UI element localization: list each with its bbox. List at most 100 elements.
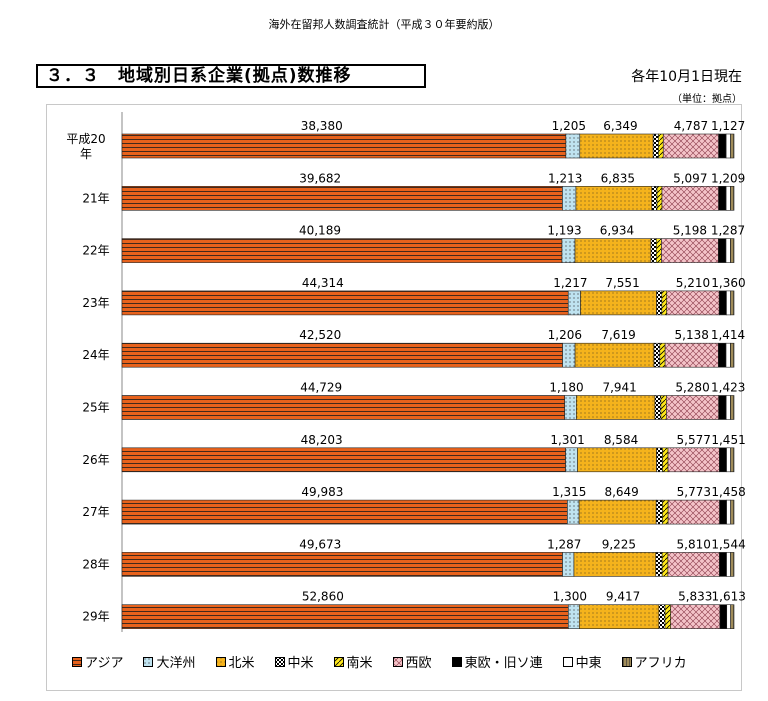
bar-segment: [562, 342, 576, 368]
bar-segment: [661, 290, 668, 316]
unit-note: （単位：拠点）: [672, 94, 742, 105]
bar-segment: [650, 238, 657, 263]
bar-segment: [656, 290, 663, 316]
bar-segment: [726, 499, 731, 525]
data-label: 42,520: [299, 328, 341, 342]
data-label: 5,833: [678, 590, 712, 604]
category-label: 24年: [82, 348, 109, 362]
bar-segment: [718, 238, 727, 263]
section-heading: ３．３ 地域別日系企業(拠点)数推移: [36, 64, 426, 88]
legend-item: アフリカ: [621, 652, 687, 671]
bar-segment: [718, 342, 727, 368]
bar-segment: [730, 604, 735, 630]
bar-segment: [121, 395, 565, 420]
bar-segment: [719, 499, 727, 525]
data-label: 1,423: [711, 381, 745, 395]
bar-segment: [661, 186, 719, 211]
data-label: 5,810: [677, 537, 711, 551]
data-label: 5,577: [677, 433, 711, 447]
bar-segment: [725, 133, 731, 159]
data-label: 9,225: [602, 537, 636, 551]
bar-segment: [725, 238, 731, 263]
legend-item: 西欧: [392, 652, 432, 671]
legend-swatch: [143, 656, 154, 667]
bar-segment: [574, 342, 655, 368]
category-label: 27年: [82, 505, 109, 519]
data-label: 5,210: [676, 276, 710, 290]
bar-segment: [726, 447, 731, 473]
data-label: 1,287: [547, 537, 581, 551]
bar-segment: [718, 133, 727, 159]
data-label: 49,673: [299, 537, 341, 551]
data-label: 5,280: [675, 381, 709, 395]
data-label: 1,206: [548, 328, 582, 342]
legend-label: 中東: [575, 656, 602, 671]
bar-segment: [726, 290, 731, 316]
bar-segment: [718, 290, 727, 316]
data-label: 1,213: [548, 171, 582, 185]
legend-item: アジア: [72, 652, 123, 671]
legend-label: アフリカ: [634, 656, 687, 671]
bar-segment: [578, 499, 657, 525]
bar-segment: [652, 133, 659, 159]
bar-segment: [726, 604, 731, 630]
category-label: 28年: [82, 557, 109, 571]
data-label: 1,217: [553, 276, 587, 290]
bar-segment: [662, 447, 669, 473]
bar-segment: [726, 552, 731, 577]
data-label: 1,544: [711, 537, 745, 551]
bar-segment: [664, 604, 671, 630]
bar-segment: [730, 290, 735, 316]
bar-segment: [651, 186, 658, 211]
bar-segment: [568, 604, 580, 630]
bar-segment: [565, 133, 581, 159]
data-label: 5,097: [673, 171, 707, 185]
legend-label: 西欧: [405, 656, 432, 671]
chart-legend: アジア 大洋州 北米 中米 南米 西欧 東欧・旧ソ連 中東 アフリカ: [72, 652, 687, 671]
bar-segment: [730, 499, 735, 525]
bar-segment: [564, 395, 577, 420]
bar-segment: [121, 290, 569, 316]
bar-segment: [121, 186, 563, 211]
legend-item: 東欧・旧ソ連: [451, 652, 543, 671]
bar-segment: [577, 447, 657, 473]
bar-segment: [561, 238, 576, 263]
bar-segment: [719, 447, 727, 473]
bar-segment: [655, 499, 663, 525]
bar-segment: [667, 447, 720, 473]
bar-segment: [730, 186, 735, 211]
data-label: 1,127: [711, 119, 745, 133]
data-label: 9,417: [606, 590, 640, 604]
bar-segment: [567, 499, 580, 525]
data-label: 52,860: [302, 590, 344, 604]
bar-segment: [719, 552, 727, 577]
data-label: 6,835: [601, 171, 635, 185]
data-label: 1,180: [549, 381, 583, 395]
bar-segment: [718, 186, 727, 211]
data-label: 1,300: [553, 590, 587, 604]
bar-segment: [121, 447, 566, 473]
data-label: 1,209: [711, 171, 745, 185]
data-label: 49,983: [301, 485, 343, 499]
data-label: 8,649: [604, 485, 638, 499]
legend-label: アジア: [85, 656, 124, 671]
data-label: 1,315: [552, 485, 586, 499]
data-label: 1,193: [547, 224, 581, 238]
bar-segment: [562, 552, 575, 577]
bar-segment: [664, 342, 719, 368]
bar-segment: [573, 552, 657, 577]
category-label: 25年: [82, 401, 109, 415]
data-label: 1,360: [711, 276, 745, 290]
bar-segment: [121, 552, 563, 577]
bar-segment: [730, 395, 735, 420]
data-label: 6,934: [600, 224, 634, 238]
bar-segment: [562, 186, 577, 211]
legend-swatch: [451, 656, 462, 667]
bar-segment: [719, 604, 728, 630]
data-label: 1,205: [552, 119, 586, 133]
data-label: 7,551: [605, 276, 639, 290]
bar-segment: [565, 447, 578, 473]
bar-segment: [667, 499, 720, 525]
category-label: 22年: [82, 244, 109, 258]
